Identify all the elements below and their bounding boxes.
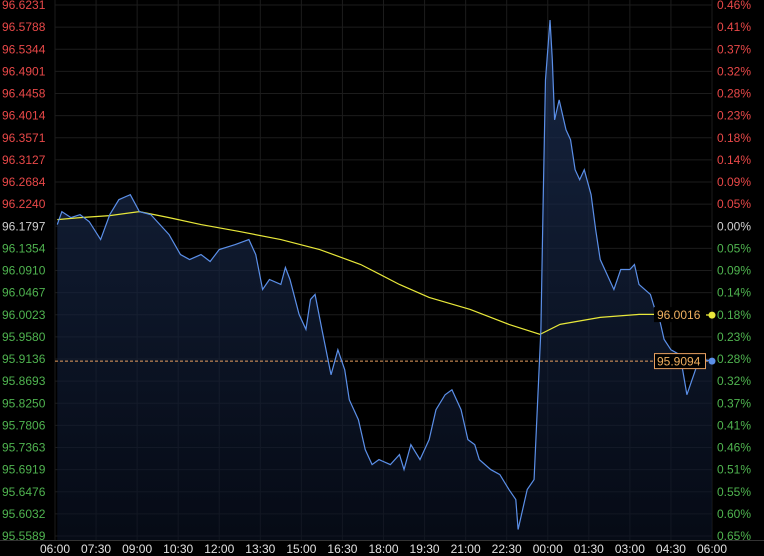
x-tick-label: 18:00 <box>368 542 398 556</box>
left-price-axis: 96.6231 96.5788 96.5344 96.4901 96.4458 96.40… <box>2 0 46 543</box>
left-tick-label: 96.4014 <box>2 109 46 123</box>
right-tick-label: 0.05% <box>717 241 751 255</box>
right-tick-label: 0.00% <box>717 219 751 233</box>
right-tick-label: 0.32% <box>717 374 751 388</box>
right-tick-label: 0.46% <box>717 0 751 12</box>
right-tick-label: 0.09% <box>717 175 751 189</box>
x-tick-label: 03:00 <box>615 542 645 556</box>
left-tick-label: 96.5344 <box>2 42 46 56</box>
right-tick-label: 0.41% <box>717 418 751 432</box>
last-price-label-box <box>654 353 706 370</box>
right-tick-label: 0.28% <box>717 87 751 101</box>
right-tick-label: 0.23% <box>717 330 751 344</box>
left-tick-label: 95.8693 <box>2 374 46 388</box>
x-tick-label: 00:00 <box>533 542 563 556</box>
last-price-label: 95.9094 <box>657 355 701 369</box>
x-tick-label: 06:00 <box>40 542 70 556</box>
x-tick-label: 04:30 <box>656 542 686 556</box>
right-tick-label: 0.18% <box>717 131 751 145</box>
x-tick-label: 15:00 <box>286 542 316 556</box>
price-line <box>56 19 713 530</box>
right-tick-label: 0.46% <box>717 441 751 455</box>
price-area-fill <box>57 20 712 541</box>
x-tick-label: 07:30 <box>81 542 111 556</box>
left-tick-label: 96.1797 <box>2 219 46 233</box>
x-tick-label: 19:30 <box>410 542 440 556</box>
right-tick-label: 0.28% <box>717 352 751 366</box>
left-tick-label: 96.2684 <box>2 175 46 189</box>
left-tick-label: 96.3571 <box>2 131 46 145</box>
average-endpoint-marker <box>708 311 716 319</box>
left-tick-label: 95.7806 <box>2 418 46 432</box>
left-tick-label: 95.6919 <box>2 463 46 477</box>
x-tick-label: 12:00 <box>204 542 234 556</box>
right-tick-label: 0.41% <box>717 20 751 34</box>
left-tick-label: 96.0467 <box>2 286 46 300</box>
x-tick-label: 10:30 <box>163 542 193 556</box>
left-tick-label: 95.7363 <box>2 441 46 455</box>
right-tick-label: 0.37% <box>717 396 751 410</box>
left-tick-label: 95.9136 <box>2 352 46 366</box>
left-tick-label: 95.6032 <box>2 507 46 521</box>
x-tick-label: 01:30 <box>574 542 604 556</box>
left-tick-label: 96.3127 <box>2 153 46 167</box>
left-tick-label: 96.1354 <box>2 241 46 255</box>
right-tick-label: 0.51% <box>717 463 751 477</box>
left-tick-label: 96.0023 <box>2 308 46 322</box>
right-tick-label: 0.14% <box>717 286 751 300</box>
left-tick-label: 96.4901 <box>2 64 46 78</box>
left-tick-label: 96.4458 <box>2 87 46 101</box>
left-tick-label: 96.5788 <box>2 20 46 34</box>
right-tick-label: 0.14% <box>717 153 751 167</box>
average-label-box <box>654 307 706 323</box>
left-tick-label: 96.2240 <box>2 197 46 211</box>
x-tick-label: 06:00 <box>697 542 727 556</box>
right-tick-label: 0.18% <box>717 308 751 322</box>
left-tick-label: 95.9580 <box>2 330 46 344</box>
left-tick-label: 96.6231 <box>2 0 46 12</box>
x-tick-label: 13:30 <box>245 542 275 556</box>
time-axis: 06:00 07:30 09:00 10:30 12:00 13:30 15:00 16:30… <box>40 542 727 556</box>
left-tick-label: 96.0910 <box>2 264 46 278</box>
x-tick-label: 16:30 <box>327 542 357 556</box>
average-value-label: 96.0016 <box>657 308 701 322</box>
price-endpoint-marker <box>708 357 716 365</box>
right-tick-label: 0.55% <box>717 485 751 499</box>
x-tick-label: 21:00 <box>451 542 481 556</box>
left-tick-label: 95.6476 <box>2 485 46 499</box>
x-tick-label: 09:00 <box>122 542 152 556</box>
right-tick-label: 0.60% <box>717 507 751 521</box>
right-tick-label: 0.23% <box>717 109 751 123</box>
right-tick-label: 0.32% <box>717 64 751 78</box>
left-tick-label: 95.5589 <box>2 529 46 543</box>
right-tick-label: 0.05% <box>717 197 751 211</box>
right-percent-axis: 0.46% 0.41% 0.37% 0.32% 0.28% 0.23% 0.18% 0.14%… <box>717 0 751 543</box>
right-tick-label: 0.09% <box>717 264 751 278</box>
left-tick-label: 95.8250 <box>2 396 46 410</box>
right-tick-label: 0.37% <box>717 42 751 56</box>
x-tick-label: 22:30 <box>492 542 522 556</box>
right-tick-label: 0.65% <box>717 529 751 543</box>
